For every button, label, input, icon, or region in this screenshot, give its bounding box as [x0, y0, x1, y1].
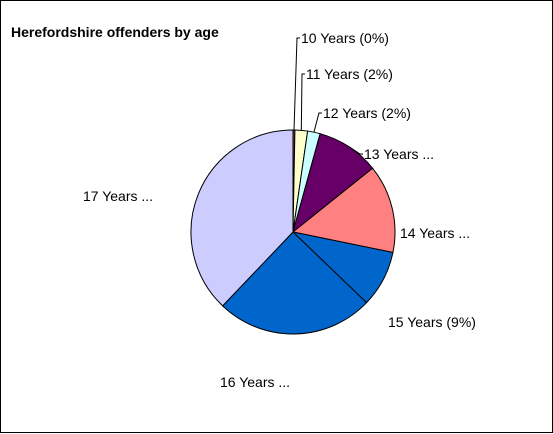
slice-label: 17 Years ... — [83, 188, 153, 204]
leader-line — [313, 112, 322, 133]
slice-label: 12 Years (2%) — [323, 105, 411, 121]
leader-line — [293, 37, 300, 131]
slice-label: 10 Years (0%) — [301, 30, 389, 46]
leader-line — [300, 73, 305, 131]
leader-line — [348, 146, 363, 155]
slice-label: 16 Years ... — [220, 374, 290, 390]
pie-slices — [190, 129, 396, 335]
slice-label: 11 Years (2%) — [306, 66, 393, 82]
pie-slice-14-years — [291, 167, 396, 254]
leader-lines — [293, 37, 363, 155]
slice-label: 14 Years ... — [400, 225, 470, 241]
slice-label: 13 Years ... — [364, 146, 434, 162]
pie-slice-17-years — [190, 129, 294, 307]
slice-label: 15 Years (9%) — [388, 314, 476, 330]
slice-labels: 10 Years (0%) 11 Years (2%) 12 Years (2%) 1… — [83, 30, 476, 390]
pie-slice-16-years — [221, 231, 368, 335]
chart-title: Herefordshire offenders by age — [11, 24, 219, 40]
